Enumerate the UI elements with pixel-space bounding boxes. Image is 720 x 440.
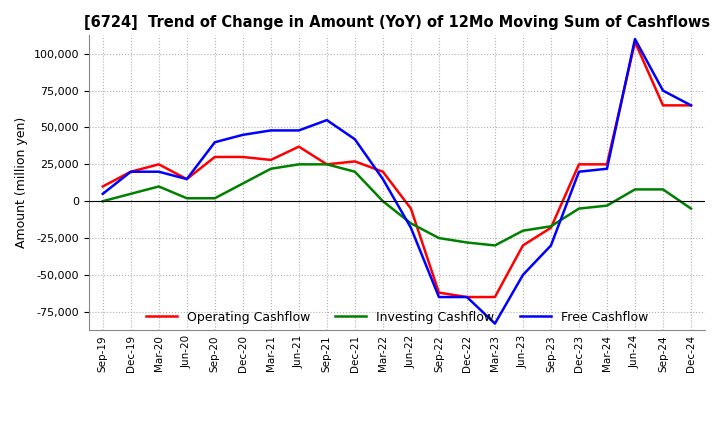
Free Cashflow (127, 169, 135, 174)
Free Cashflow (575, 169, 583, 174)
Operating Cashflow (462, 294, 471, 300)
Free Cashflow (435, 294, 444, 300)
Free Cashflow (99, 191, 107, 197)
Operating Cashflow (294, 144, 303, 149)
Operating Cashflow (687, 103, 696, 108)
Operating Cashflow (379, 169, 387, 174)
Investing Cashflow (490, 243, 499, 248)
Investing Cashflow (518, 228, 527, 233)
Operating Cashflow (603, 162, 611, 167)
Investing Cashflow (603, 203, 611, 208)
Free Cashflow (210, 139, 219, 145)
Y-axis label: Amount (million yen): Amount (million yen) (15, 117, 28, 249)
Investing Cashflow (266, 166, 275, 172)
Free Cashflow (659, 88, 667, 93)
Free Cashflow (546, 243, 555, 248)
Legend: Operating Cashflow, Investing Cashflow, Free Cashflow: Operating Cashflow, Investing Cashflow, … (140, 304, 654, 330)
Investing Cashflow (294, 162, 303, 167)
Free Cashflow (294, 128, 303, 133)
Investing Cashflow (659, 187, 667, 192)
Operating Cashflow (323, 162, 331, 167)
Operating Cashflow (99, 184, 107, 189)
Investing Cashflow (351, 169, 359, 174)
Investing Cashflow (575, 206, 583, 211)
Operating Cashflow (435, 290, 444, 295)
Investing Cashflow (238, 181, 247, 186)
Investing Cashflow (407, 221, 415, 226)
Operating Cashflow (266, 157, 275, 162)
Investing Cashflow (210, 196, 219, 201)
Free Cashflow (379, 176, 387, 182)
Operating Cashflow (407, 206, 415, 211)
Investing Cashflow (127, 191, 135, 197)
Free Cashflow (266, 128, 275, 133)
Free Cashflow (155, 169, 163, 174)
Investing Cashflow (435, 235, 444, 241)
Free Cashflow (518, 272, 527, 278)
Free Cashflow (351, 137, 359, 142)
Investing Cashflow (99, 198, 107, 204)
Operating Cashflow (210, 154, 219, 160)
Line: Investing Cashflow: Investing Cashflow (103, 165, 691, 246)
Free Cashflow (631, 37, 639, 42)
Operating Cashflow (575, 162, 583, 167)
Free Cashflow (323, 117, 331, 123)
Investing Cashflow (155, 184, 163, 189)
Investing Cashflow (462, 240, 471, 245)
Operating Cashflow (238, 154, 247, 160)
Operating Cashflow (351, 159, 359, 164)
Operating Cashflow (155, 162, 163, 167)
Free Cashflow (238, 132, 247, 137)
Operating Cashflow (659, 103, 667, 108)
Operating Cashflow (518, 243, 527, 248)
Operating Cashflow (546, 225, 555, 231)
Free Cashflow (462, 294, 471, 300)
Operating Cashflow (127, 169, 135, 174)
Line: Operating Cashflow: Operating Cashflow (103, 42, 691, 297)
Operating Cashflow (490, 294, 499, 300)
Free Cashflow (687, 103, 696, 108)
Investing Cashflow (379, 198, 387, 204)
Investing Cashflow (182, 196, 191, 201)
Free Cashflow (603, 166, 611, 172)
Title: [6724]  Trend of Change in Amount (YoY) of 12Mo Moving Sum of Cashflows: [6724] Trend of Change in Amount (YoY) o… (84, 15, 710, 30)
Free Cashflow (490, 321, 499, 326)
Line: Free Cashflow: Free Cashflow (103, 39, 691, 323)
Investing Cashflow (687, 206, 696, 211)
Investing Cashflow (546, 224, 555, 229)
Free Cashflow (182, 176, 191, 182)
Investing Cashflow (631, 187, 639, 192)
Investing Cashflow (323, 162, 331, 167)
Operating Cashflow (182, 176, 191, 182)
Operating Cashflow (631, 39, 639, 44)
Free Cashflow (407, 225, 415, 231)
